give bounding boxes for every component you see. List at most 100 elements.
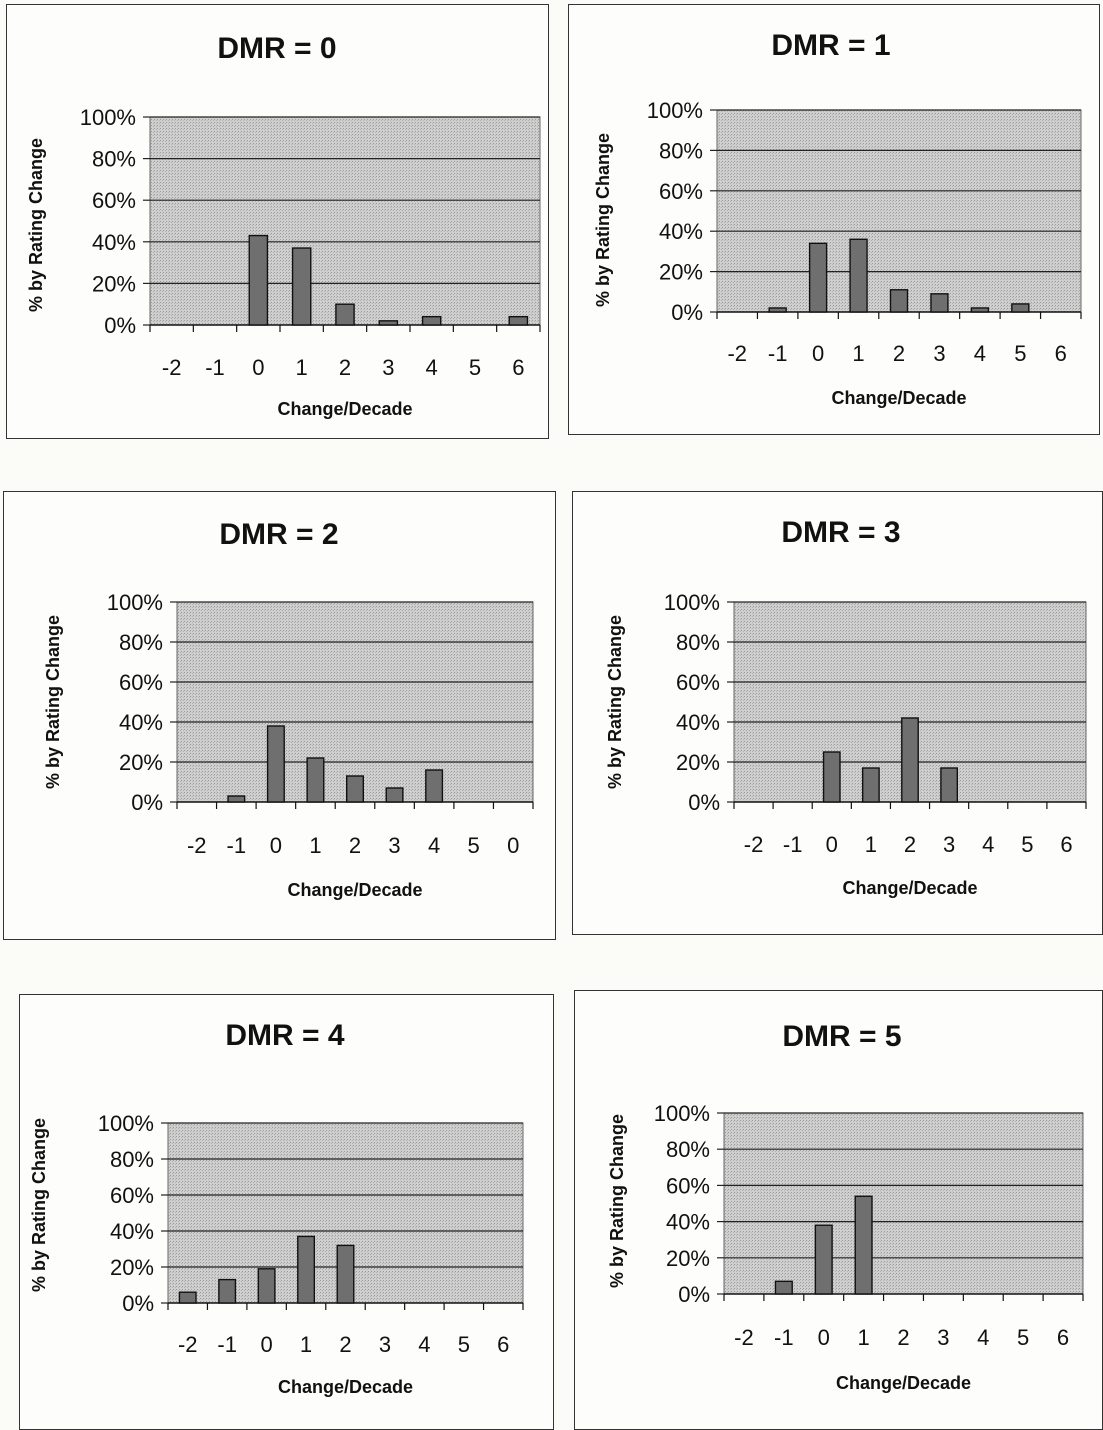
- y-tick-label: 0%: [104, 313, 136, 338]
- bar: [889, 289, 909, 313]
- y-axis-label: % by Rating Change: [43, 615, 63, 789]
- x-tick-label: 0: [252, 355, 264, 380]
- x-tick-label: 4: [982, 832, 994, 857]
- y-tick-label: 100%: [664, 590, 720, 615]
- x-axis-label: Change/Decade: [287, 880, 422, 900]
- x-tick-label: 0: [260, 1332, 272, 1357]
- y-tick-label: 20%: [92, 271, 136, 296]
- x-tick-label: -2: [727, 341, 747, 366]
- bar: [854, 1195, 873, 1295]
- x-tick-label: 5: [458, 1332, 470, 1357]
- x-tick-label: 5: [1014, 341, 1026, 366]
- plot-area: [176, 601, 534, 803]
- y-tick-label: 100%: [654, 1101, 710, 1126]
- x-tick-label: 3: [933, 341, 945, 366]
- y-tick-label: 0%: [688, 790, 720, 815]
- chart-title: DMR = 1: [771, 29, 890, 62]
- bar: [970, 307, 990, 313]
- y-tick-label: 20%: [676, 750, 720, 775]
- bar: [218, 1278, 237, 1304]
- chart-1: DMR = 1 0% 20% 40% 60% 80% 100% -2 -1 0 1 2 3 4 5 6 Chan…: [593, 29, 1082, 408]
- y-axis-label: % by Rating Change: [607, 1114, 627, 1288]
- y-tick-label: 80%: [676, 630, 720, 655]
- x-tick-label: 6: [1060, 832, 1072, 857]
- chart-title: DMR = 0: [217, 32, 336, 65]
- bar: [385, 787, 404, 803]
- x-tick-label: 3: [388, 833, 400, 858]
- bar: [774, 1280, 793, 1295]
- y-tick-label: 80%: [119, 630, 163, 655]
- y-tick-label: 40%: [110, 1219, 154, 1244]
- x-tick-label: -2: [187, 833, 207, 858]
- plot-area: [149, 116, 541, 326]
- x-axis-label: Change/Decade: [278, 1377, 413, 1397]
- y-tick-label: 100%: [647, 98, 703, 123]
- y-tick-label: 0%: [678, 1282, 710, 1307]
- x-tick-label: -2: [744, 832, 764, 857]
- plot-area: [723, 1112, 1084, 1295]
- x-tick-label: 5: [469, 355, 481, 380]
- x-tick-label: 0: [826, 832, 838, 857]
- y-tick-label: 0%: [131, 790, 163, 815]
- bar: [814, 1224, 833, 1295]
- x-tick-label: 1: [300, 1332, 312, 1357]
- x-tick-label: 4: [977, 1325, 989, 1350]
- x-tick-label: 0: [270, 833, 282, 858]
- chart-0: DMR = 0 0% 20% 40% 60% 80% 100% -2 -1 0 1 2 3 4 5 6 Chan…: [26, 32, 541, 419]
- x-tick-label: 1: [852, 341, 864, 366]
- bar: [345, 775, 365, 803]
- y-tick-label: 60%: [119, 670, 163, 695]
- x-tick-label: 2: [904, 832, 916, 857]
- y-tick-label: 0%: [671, 300, 703, 325]
- bar: [336, 1244, 355, 1304]
- x-tick-label: -2: [734, 1325, 754, 1350]
- chart-panel-dmr-3: DMR = 3 0% 20% 40% 60% 80% 100% -2 -1 0 1 2 3 4 5 6 Chan…: [572, 491, 1103, 935]
- y-axis-label: % by Rating Change: [593, 133, 613, 307]
- x-tick-label: 6: [1055, 341, 1067, 366]
- y-tick-label: 20%: [666, 1246, 710, 1271]
- bar: [257, 1268, 276, 1304]
- chart-panel-dmr-4: DMR = 4 0% 20% 40% 60% 80% 100% -2 -1 0 1 2 3 4 5 6 Chan…: [19, 994, 554, 1430]
- bar: [901, 717, 919, 803]
- y-tick-label: 60%: [676, 670, 720, 695]
- x-tick-label: 5: [468, 833, 480, 858]
- x-tick-label: -1: [774, 1325, 794, 1350]
- y-axis-label: % by Rating Change: [605, 615, 625, 789]
- x-tick-label: 2: [349, 833, 361, 858]
- bar: [421, 315, 442, 326]
- x-tick-label: 4: [418, 1332, 430, 1357]
- chart-panel-dmr-5: DMR = 5 0% 20% 40% 60% 80% 100% -2 -1 0 1 2 3 4 5 6 Chan…: [574, 990, 1103, 1430]
- y-axis-label: % by Rating Change: [26, 138, 46, 312]
- bar: [335, 303, 355, 326]
- plot-area: [716, 109, 1082, 313]
- y-axis-label: % by Rating Change: [29, 1118, 49, 1292]
- y-tick-label: 80%: [666, 1137, 710, 1162]
- y-tick-label: 60%: [110, 1183, 154, 1208]
- x-axis-label: Change/Decade: [836, 1373, 971, 1393]
- x-tick-label: 3: [937, 1325, 949, 1350]
- x-tick-label: -1: [768, 341, 788, 366]
- x-tick-label: 3: [379, 1332, 391, 1357]
- x-tick-label: 4: [974, 341, 986, 366]
- bar: [822, 751, 841, 803]
- y-tick-label: 0%: [122, 1291, 154, 1316]
- x-tick-label: 4: [426, 355, 438, 380]
- y-tick-label: 80%: [110, 1147, 154, 1172]
- bar: [266, 725, 285, 803]
- bar: [808, 242, 828, 313]
- y-tick-label: 40%: [676, 710, 720, 735]
- y-tick-label: 80%: [659, 138, 703, 163]
- bar: [425, 769, 444, 803]
- x-tick-label: 3: [382, 355, 394, 380]
- x-tick-label: 1: [857, 1325, 869, 1350]
- y-tick-label: 100%: [107, 590, 163, 615]
- x-tick-label: 2: [893, 341, 905, 366]
- bar: [508, 315, 529, 326]
- x-tick-label: 4: [428, 833, 440, 858]
- x-axis-label: Change/Decade: [831, 388, 966, 408]
- chart-title: DMR = 3: [781, 516, 900, 549]
- y-tick-label: 100%: [98, 1111, 154, 1136]
- x-tick-label: -2: [178, 1332, 198, 1357]
- bar: [248, 234, 269, 326]
- chart-3: DMR = 3 0% 20% 40% 60% 80% 100% -2 -1 0 1 2 3 4 5 6 Chan…: [605, 516, 1087, 898]
